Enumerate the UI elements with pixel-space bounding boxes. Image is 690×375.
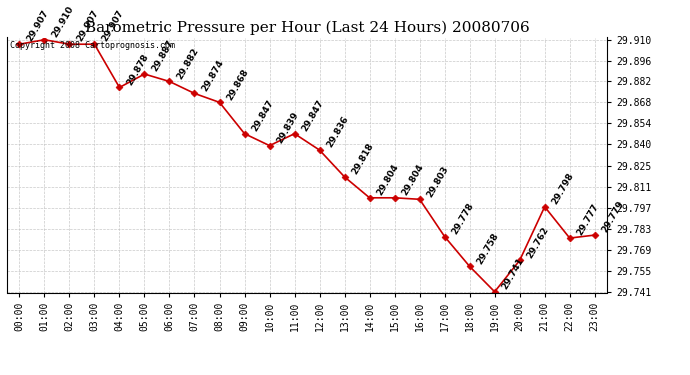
Text: 29.874: 29.874 xyxy=(200,58,226,93)
Text: 29.887: 29.887 xyxy=(150,39,175,73)
Text: 29.741: 29.741 xyxy=(500,256,526,291)
Text: 29.907: 29.907 xyxy=(25,9,50,44)
Text: 29.803: 29.803 xyxy=(425,164,451,198)
Text: 29.779: 29.779 xyxy=(600,200,626,234)
Text: 29.839: 29.839 xyxy=(275,110,300,145)
Text: 29.777: 29.777 xyxy=(575,202,600,237)
Text: 29.878: 29.878 xyxy=(125,52,150,87)
Text: 29.818: 29.818 xyxy=(350,141,375,176)
Text: Copyright 2008 Cartoprognosis.com: Copyright 2008 Cartoprognosis.com xyxy=(10,41,175,50)
Text: 29.910: 29.910 xyxy=(50,4,75,39)
Text: 29.907: 29.907 xyxy=(100,9,125,44)
Text: 29.778: 29.778 xyxy=(450,201,475,236)
Text: 29.758: 29.758 xyxy=(475,231,500,266)
Text: 29.798: 29.798 xyxy=(550,171,575,206)
Text: 29.804: 29.804 xyxy=(375,162,400,197)
Title: Barometric Pressure per Hour (Last 24 Hours) 20080706: Barometric Pressure per Hour (Last 24 Ho… xyxy=(85,21,529,35)
Text: 29.847: 29.847 xyxy=(300,98,326,133)
Text: 29.804: 29.804 xyxy=(400,162,425,197)
Text: 29.907: 29.907 xyxy=(75,9,100,44)
Text: 29.836: 29.836 xyxy=(325,115,351,149)
Text: 29.847: 29.847 xyxy=(250,98,275,133)
Text: 29.868: 29.868 xyxy=(225,67,250,102)
Text: 29.882: 29.882 xyxy=(175,46,200,81)
Text: 29.762: 29.762 xyxy=(525,225,551,260)
